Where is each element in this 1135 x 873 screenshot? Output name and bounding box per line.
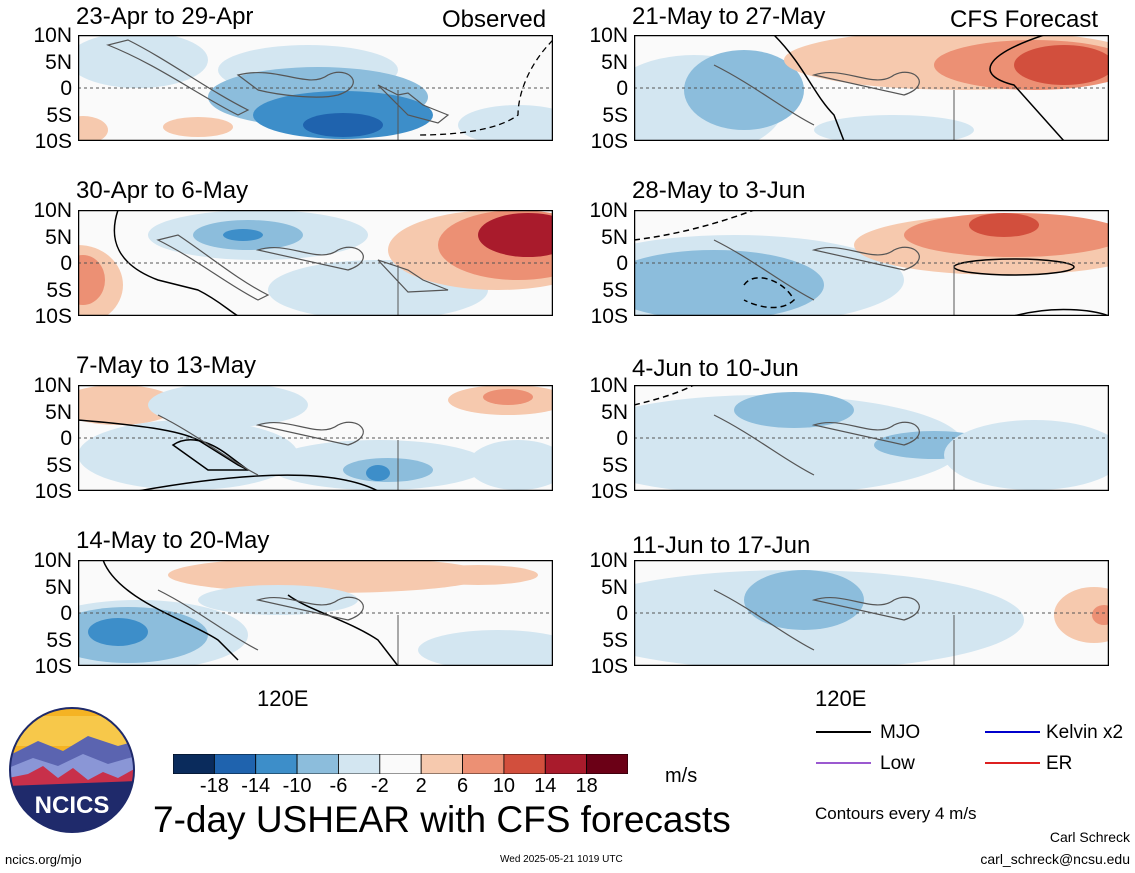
main-title: 7-day USHEAR with CFS forecasts xyxy=(153,799,731,840)
lat-label: 0 xyxy=(60,602,72,625)
colorbar-tick-label: 10 xyxy=(492,775,516,797)
map-panel-obs3 xyxy=(78,385,553,491)
colorbar xyxy=(173,754,628,774)
colorbar-swatch xyxy=(379,754,422,774)
map-panel-fc2 xyxy=(634,210,1109,316)
lat-label: 0 xyxy=(616,427,628,450)
lat-label: 10S xyxy=(590,655,628,678)
lat-label: 5S xyxy=(602,453,628,477)
map-panel-fc1 xyxy=(634,35,1109,141)
colorbar-tick-label: 6 xyxy=(456,775,469,797)
lat-label: 5S xyxy=(602,628,628,652)
lat-label: 5N xyxy=(45,575,72,599)
lat-label: 5N xyxy=(601,400,628,424)
map-panel-obs1 xyxy=(78,35,553,141)
legend-label-mjo: MJO xyxy=(880,722,921,743)
legend-label-er: ER xyxy=(1046,753,1073,774)
colorbar-tick-label: 14 xyxy=(534,775,557,797)
footer-timestamp: Wed 2025-05-21 1019 UTC xyxy=(500,854,623,865)
lat-label: 5S xyxy=(46,628,72,652)
legend-lines-left xyxy=(816,731,871,764)
panel-title-obs4: 14-May to 20-May xyxy=(76,527,270,554)
lat-label: 5N xyxy=(601,575,628,599)
lat-label: 10N xyxy=(589,199,628,222)
colorbar-tick-label: -10 xyxy=(282,775,312,797)
lat-label: 0 xyxy=(60,427,72,450)
map-panel-obs2 xyxy=(78,210,553,316)
lon-label-right: 120E xyxy=(815,686,867,711)
lat-label: 5N xyxy=(45,225,72,249)
lat-label: 10N xyxy=(33,374,72,397)
panel-title-fc2: 28-May to 3-Jun xyxy=(632,177,806,204)
lat-label: 10N xyxy=(589,549,628,572)
lat-label: 10S xyxy=(34,130,72,153)
lat-label: 10S xyxy=(34,305,72,328)
lat-label: 5N xyxy=(601,225,628,249)
colorbar-swatch xyxy=(338,754,381,774)
lat-label: 10N xyxy=(33,549,72,572)
colorbar-swatch xyxy=(462,754,505,774)
map-panel-obs4 xyxy=(78,560,553,666)
lon-label-left: 120E xyxy=(257,686,309,711)
lat-label: 5S xyxy=(602,278,628,302)
colorbar-swatch xyxy=(420,754,463,774)
panel-title-fc1: 21-May to 27-May xyxy=(632,3,826,30)
lat-label: 0 xyxy=(60,252,72,275)
colorbar-tick-label: -14 xyxy=(241,775,271,797)
colorbar-unit: m/s xyxy=(665,765,698,787)
panel-title-obs1: 23-Apr to 29-Apr xyxy=(76,3,254,30)
colorbar-tick-label: -18 xyxy=(199,775,229,797)
colorbar-tick-label: -6 xyxy=(329,775,348,797)
lat-label: 5S xyxy=(46,103,72,127)
lat-label: 5S xyxy=(46,453,72,477)
lat-label: 0 xyxy=(616,77,628,100)
colorbar-swatch xyxy=(213,754,257,774)
colorbar-tick-label: 2 xyxy=(415,775,427,797)
logo-text: NCICS xyxy=(35,792,110,819)
legend-lines-right xyxy=(985,731,1040,764)
lat-label: 10S xyxy=(34,655,72,678)
lat-label: 5N xyxy=(45,400,72,424)
lat-label: 10S xyxy=(590,305,628,328)
colorbar-swatch xyxy=(586,754,628,774)
lat-label: 10N xyxy=(589,24,628,47)
footer-email: carl_schreck@ncsu.edu xyxy=(980,851,1130,867)
contour-note: Contours every 4 m/s xyxy=(815,804,977,823)
colorbar-tick-label: -2 xyxy=(370,775,389,797)
panel-title-obs2: 30-Apr to 6-May xyxy=(76,177,249,204)
footer-url: ncics.org/mjo xyxy=(5,852,82,867)
lat-label: 5S xyxy=(602,103,628,127)
lat-label: 10N xyxy=(33,199,72,222)
colorbar-tick-label: 18 xyxy=(575,775,598,797)
map-panel-fc3 xyxy=(634,385,1109,491)
observed-tag: Observed xyxy=(442,6,547,33)
ncics-logo: NCICS xyxy=(9,707,135,833)
colorbar-swatch xyxy=(296,754,339,774)
legend-label-kelvin: Kelvin x2 xyxy=(1046,722,1124,743)
lat-label: 10S xyxy=(590,130,628,153)
panel-title-fc4: 11-Jun to 17-Jun xyxy=(632,532,811,559)
lat-label: 5N xyxy=(601,50,628,74)
colorbar-swatch xyxy=(544,754,588,774)
panel-title-obs3: 7-May to 13-May xyxy=(76,352,257,379)
lat-label: 10S xyxy=(34,480,72,503)
lat-label: 0 xyxy=(616,252,628,275)
footer-author: Carl Schreck xyxy=(1049,829,1130,845)
panel-title-fc3: 4-Jun to 10-Jun xyxy=(632,355,799,382)
lat-label: 0 xyxy=(616,602,628,625)
colorbar-swatch xyxy=(173,754,215,774)
colorbar-swatch xyxy=(503,754,546,774)
colorbar-swatch xyxy=(255,754,298,774)
lat-label: 10N xyxy=(33,24,72,47)
cfs-forecast-tag: CFS Forecast xyxy=(950,6,1099,33)
lat-label: 10N xyxy=(589,374,628,397)
legend-label-low: Low xyxy=(880,753,915,774)
lat-label: 5S xyxy=(46,278,72,302)
lat-label: 5N xyxy=(45,50,72,74)
lat-label: 0 xyxy=(60,77,72,100)
lat-label: 10S xyxy=(590,480,628,503)
map-panel-fc4 xyxy=(634,560,1109,666)
